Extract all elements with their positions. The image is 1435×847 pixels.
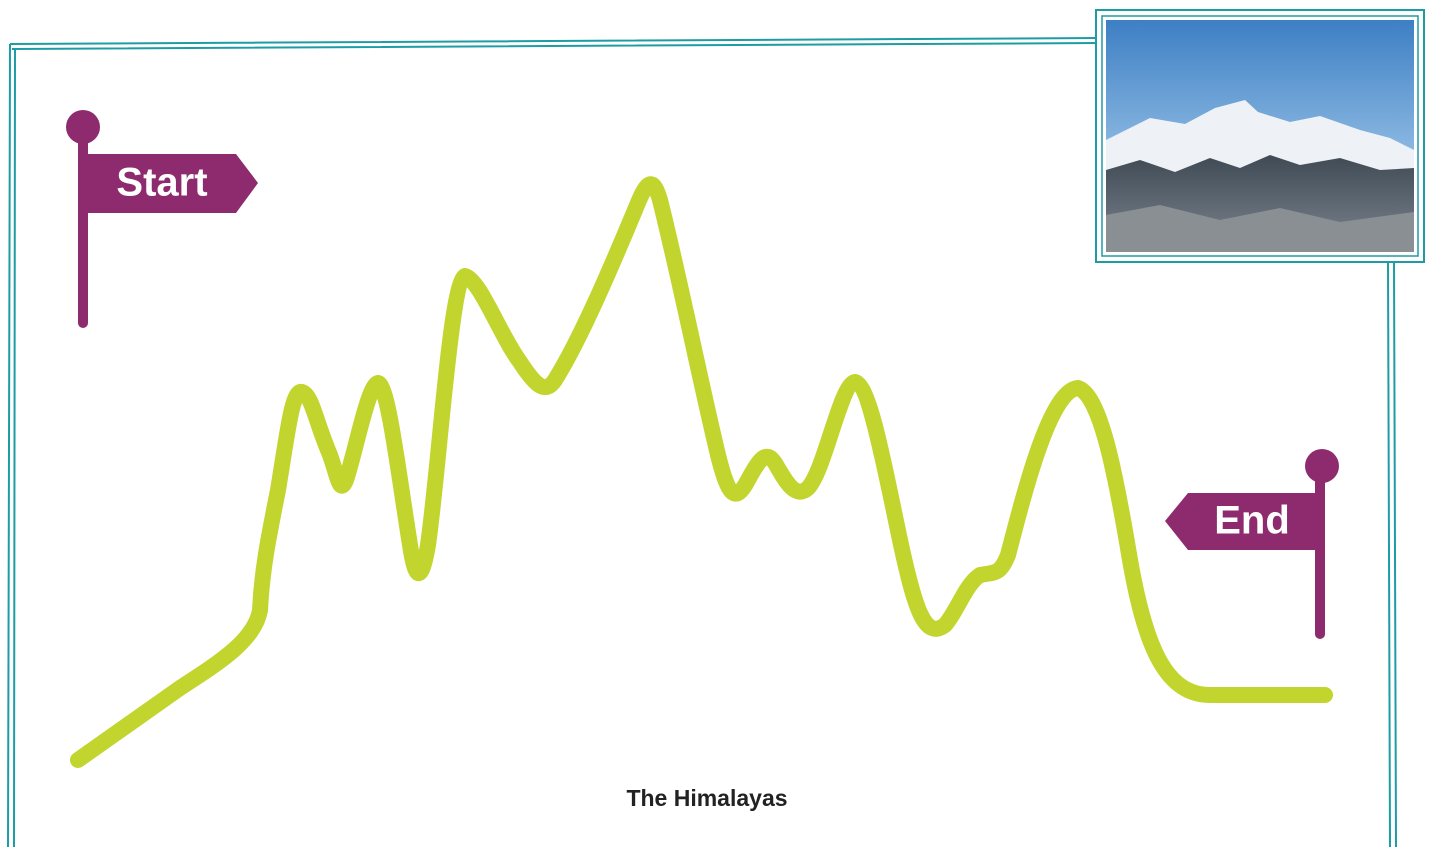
caption: The Himalayas bbox=[626, 785, 787, 811]
start-label: Start bbox=[116, 161, 207, 205]
end-label: End bbox=[1214, 499, 1290, 543]
start-flag: Start bbox=[66, 110, 258, 323]
mountain-photo bbox=[1096, 10, 1424, 262]
page: Start End The Himalayas (() => { const d… bbox=[0, 0, 1435, 847]
illustration: Start End The Himalayas bbox=[0, 0, 1435, 847]
end-flag: End bbox=[1165, 449, 1339, 634]
mountain-profile bbox=[78, 184, 1325, 760]
